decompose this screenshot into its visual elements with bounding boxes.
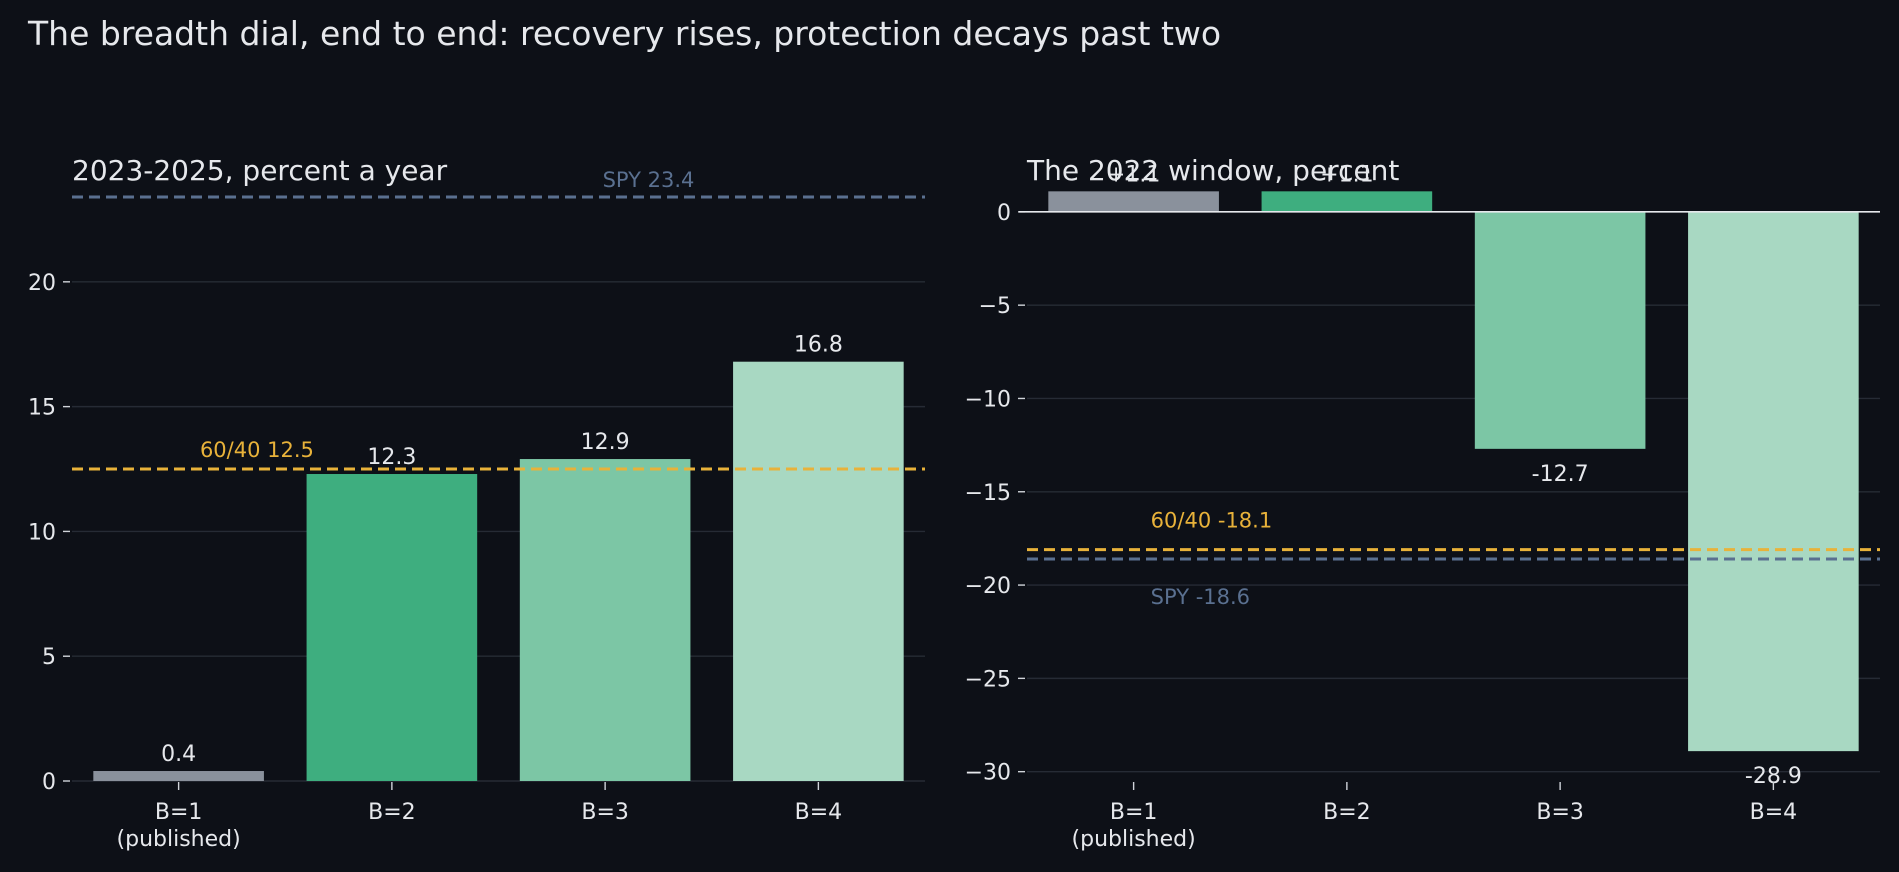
y-tick-label: 0 [997, 201, 1011, 226]
y-tick-label: −20 [965, 574, 1011, 599]
data-label: 0.4 [161, 742, 196, 767]
x-tick-label: B=4 [1750, 800, 1798, 825]
data-label: -12.7 [1532, 462, 1589, 487]
bar [1688, 211, 1859, 752]
x-tick-label: B=3 [1536, 800, 1584, 825]
y-tick-label: −25 [965, 667, 1011, 692]
panel-1-title: 2023-2025, percent a year [72, 154, 448, 187]
x-tick-label: (published) [117, 827, 241, 852]
y-tick-label: −15 [965, 481, 1011, 506]
reference-line-label: 60/40 12.5 [200, 438, 314, 462]
y-tick-label: 5 [42, 645, 56, 670]
data-label: 12.9 [581, 430, 630, 455]
panel-2-title: The 2022 window, percent [1026, 154, 1399, 187]
data-label: 16.8 [794, 333, 843, 358]
y-tick-label: 0 [42, 770, 56, 795]
y-tick-label: −30 [965, 761, 1011, 786]
y-tick-label: −5 [979, 294, 1011, 319]
x-tick-label: B=3 [581, 800, 629, 825]
bar [733, 361, 904, 781]
bar [93, 771, 264, 781]
y-tick-label: −10 [965, 387, 1011, 412]
x-tick-label: B=1 [1110, 800, 1158, 825]
bar [1474, 211, 1646, 449]
x-tick-label: (published) [1072, 827, 1196, 852]
reference-line-label: 60/40 -18.1 [1151, 509, 1273, 533]
data-label: +1.1 [1320, 162, 1373, 187]
bar [519, 459, 691, 781]
bar [306, 474, 478, 781]
x-tick-label: B=1 [155, 800, 203, 825]
figure-title: The breadth dial, end to end: recovery r… [28, 14, 1222, 53]
y-tick-label: 20 [28, 271, 56, 296]
x-tick-label: B=2 [368, 800, 416, 825]
y-tick-label: 15 [28, 396, 56, 421]
data-label: 12.3 [367, 445, 416, 470]
data-label: +1.1 [1107, 162, 1160, 187]
bar [1261, 191, 1433, 212]
x-tick-label: B=4 [795, 800, 843, 825]
bar [1048, 191, 1219, 212]
reference-line-label: SPY 23.4 [603, 168, 695, 192]
y-tick-label: 10 [28, 520, 56, 545]
reference-line-label: SPY -18.6 [1151, 585, 1250, 609]
x-tick-label: B=2 [1323, 800, 1371, 825]
